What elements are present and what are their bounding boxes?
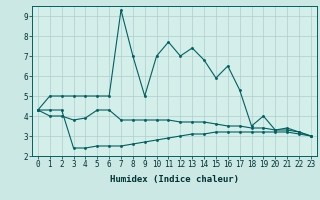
X-axis label: Humidex (Indice chaleur): Humidex (Indice chaleur) [110, 175, 239, 184]
